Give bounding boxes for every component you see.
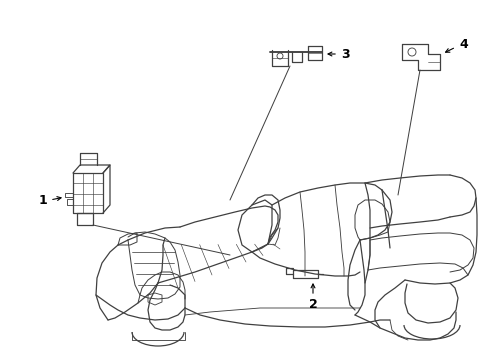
Text: 1: 1	[39, 194, 47, 207]
Text: 4: 4	[459, 37, 468, 50]
Text: 2: 2	[308, 297, 317, 310]
Text: 3: 3	[341, 48, 349, 60]
